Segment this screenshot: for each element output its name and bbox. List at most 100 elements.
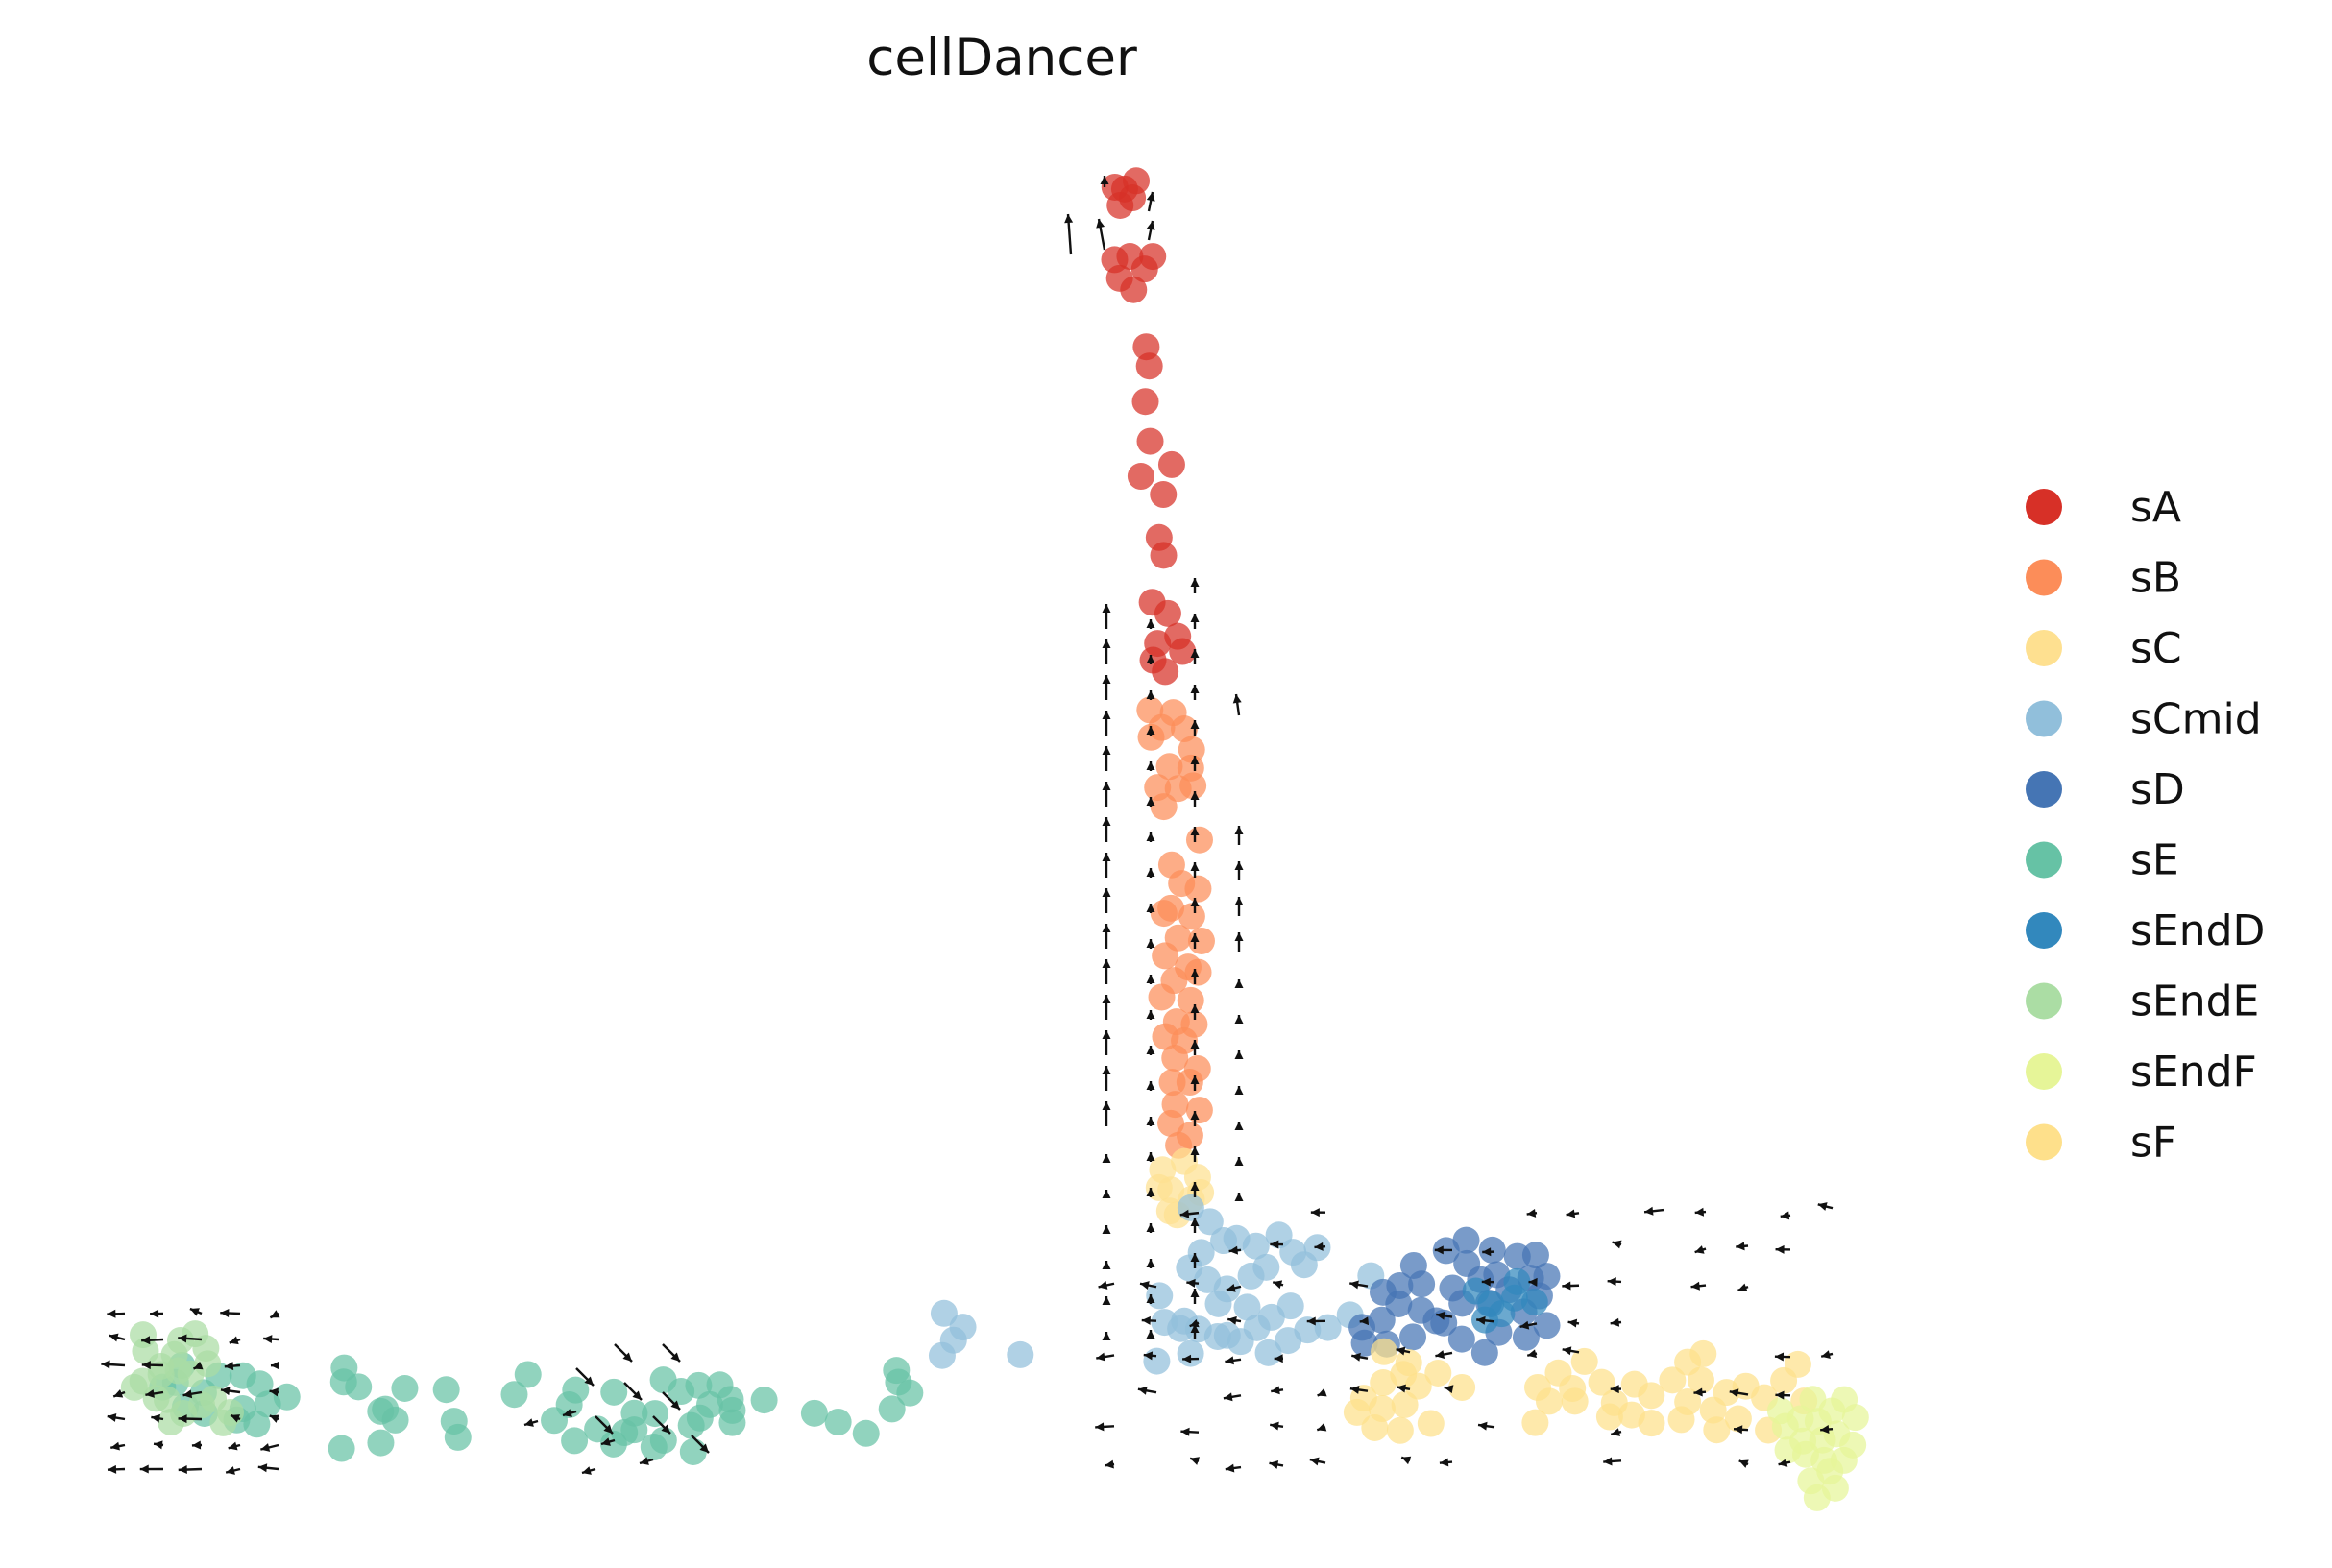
velocity-arrow (1567, 1318, 1580, 1328)
velocity-arrow (1146, 619, 1155, 629)
velocity-arrow (1146, 220, 1155, 241)
point-sD (1478, 1236, 1506, 1264)
velocity-arrows-layer (101, 176, 1834, 1475)
legend-label-sB: sB (2130, 554, 2181, 603)
velocity-arrow (1271, 1386, 1284, 1395)
point-sF (1404, 1372, 1432, 1400)
velocity-arrow (1190, 1146, 1200, 1162)
velocity-arrow (1225, 1356, 1242, 1365)
velocity-arrow (178, 1414, 203, 1424)
point-sA (1139, 243, 1167, 271)
point-sE (561, 1427, 589, 1455)
velocity-arrow (269, 1387, 279, 1397)
velocity-arrow (1102, 924, 1111, 949)
point-sEndF (1803, 1484, 1831, 1511)
velocity-arrow (1102, 1190, 1111, 1198)
velocity-arrow (1146, 690, 1155, 700)
velocity-arrow (1180, 1427, 1200, 1436)
velocity-arrow (1820, 1350, 1834, 1360)
velocity-arrow (1146, 191, 1155, 212)
velocity-arrow (1146, 1046, 1155, 1055)
point-sCmid (1143, 1347, 1171, 1375)
velocity-arrow (101, 1360, 126, 1369)
velocity-arrow (1610, 1428, 1622, 1436)
velocity-arrow (1095, 1422, 1115, 1432)
velocity-arrow (1477, 1421, 1495, 1431)
point-sF (1424, 1359, 1452, 1387)
point-sCmid (1196, 1208, 1224, 1236)
velocity-arrow (1643, 1206, 1664, 1216)
point-sF (1617, 1401, 1645, 1429)
point-sE (391, 1374, 419, 1402)
point-sE (514, 1361, 542, 1388)
velocity-arrow (1190, 933, 1200, 949)
velocity-arrow (523, 1418, 539, 1427)
velocity-arrow (1481, 1277, 1495, 1287)
velocity-arrow (1146, 904, 1155, 913)
velocity-arrow (1306, 1316, 1326, 1326)
point-sE (584, 1415, 612, 1443)
velocity-arrow (178, 1465, 203, 1475)
velocity-arrow (662, 1343, 681, 1363)
point-sD (1470, 1339, 1498, 1366)
velocity-arrow (1316, 1423, 1327, 1432)
velocity-arrow (1064, 213, 1074, 255)
velocity-arrow (139, 1464, 164, 1474)
velocity-arrow (1139, 1281, 1157, 1290)
velocity-arrow (1102, 1332, 1111, 1340)
points-layer (120, 167, 1869, 1511)
point-sE (432, 1376, 460, 1404)
point-sE (254, 1390, 281, 1418)
velocity-arrow (575, 1367, 595, 1387)
velocity-arrow (1096, 218, 1106, 251)
velocity-arrow (1190, 791, 1200, 807)
velocity-arrow (1274, 1354, 1284, 1363)
velocity-arrow (1102, 1154, 1111, 1163)
velocity-arrow (1228, 1245, 1242, 1255)
velocity-arrow (1102, 1261, 1111, 1269)
point-sD (1533, 1263, 1561, 1291)
velocity-arrow (1146, 655, 1155, 664)
point-sB (1184, 875, 1212, 903)
point-sA (1135, 352, 1163, 380)
point-sE (600, 1378, 628, 1406)
velocity-arrow (1146, 1117, 1155, 1126)
velocity-arrow (1780, 1211, 1791, 1220)
velocity-arrow (1397, 1384, 1411, 1393)
point-sCmid (1275, 1327, 1302, 1355)
velocity-arrow (1434, 1245, 1453, 1255)
velocity-arrow (1102, 817, 1111, 842)
point-sCmid (930, 1299, 958, 1327)
point-sD (1369, 1278, 1397, 1306)
point-sB (1148, 983, 1176, 1011)
point-sA (1106, 191, 1134, 219)
velocity-arrow (257, 1463, 279, 1473)
velocity-arrow (1234, 826, 1244, 845)
velocity-arrow (1182, 1354, 1200, 1363)
legend-marker-sCmid (2026, 700, 2062, 737)
velocity-arrow (1146, 797, 1155, 807)
velocity-arrow (189, 1307, 203, 1316)
legend-label-sD: sD (2130, 765, 2185, 814)
velocity-arrow (112, 1389, 126, 1398)
velocity-arrow (1314, 1242, 1326, 1251)
velocity-arrow (1519, 1320, 1538, 1330)
velocity-arrow (1603, 1457, 1622, 1466)
point-sF (1521, 1409, 1549, 1436)
velocity-arrow (662, 1391, 681, 1411)
point-sEndF (1771, 1412, 1799, 1440)
velocity-arrow (182, 1389, 203, 1399)
point-sEndE (120, 1373, 148, 1401)
point-sE (500, 1381, 528, 1409)
legend: sA sB sC sCmid sD sE sEndD sEndE sEndF sF (2026, 483, 2265, 1168)
velocity-arrow (1189, 1457, 1201, 1465)
velocity-arrow (1190, 685, 1200, 700)
velocity-arrow (1435, 1311, 1453, 1320)
point-sD (1521, 1242, 1549, 1269)
velocity-arrow (562, 1409, 577, 1417)
velocity-arrow (269, 1310, 280, 1319)
velocity-arrow (269, 1414, 279, 1423)
velocity-arrow (1102, 995, 1111, 1020)
point-sA (1169, 638, 1197, 665)
